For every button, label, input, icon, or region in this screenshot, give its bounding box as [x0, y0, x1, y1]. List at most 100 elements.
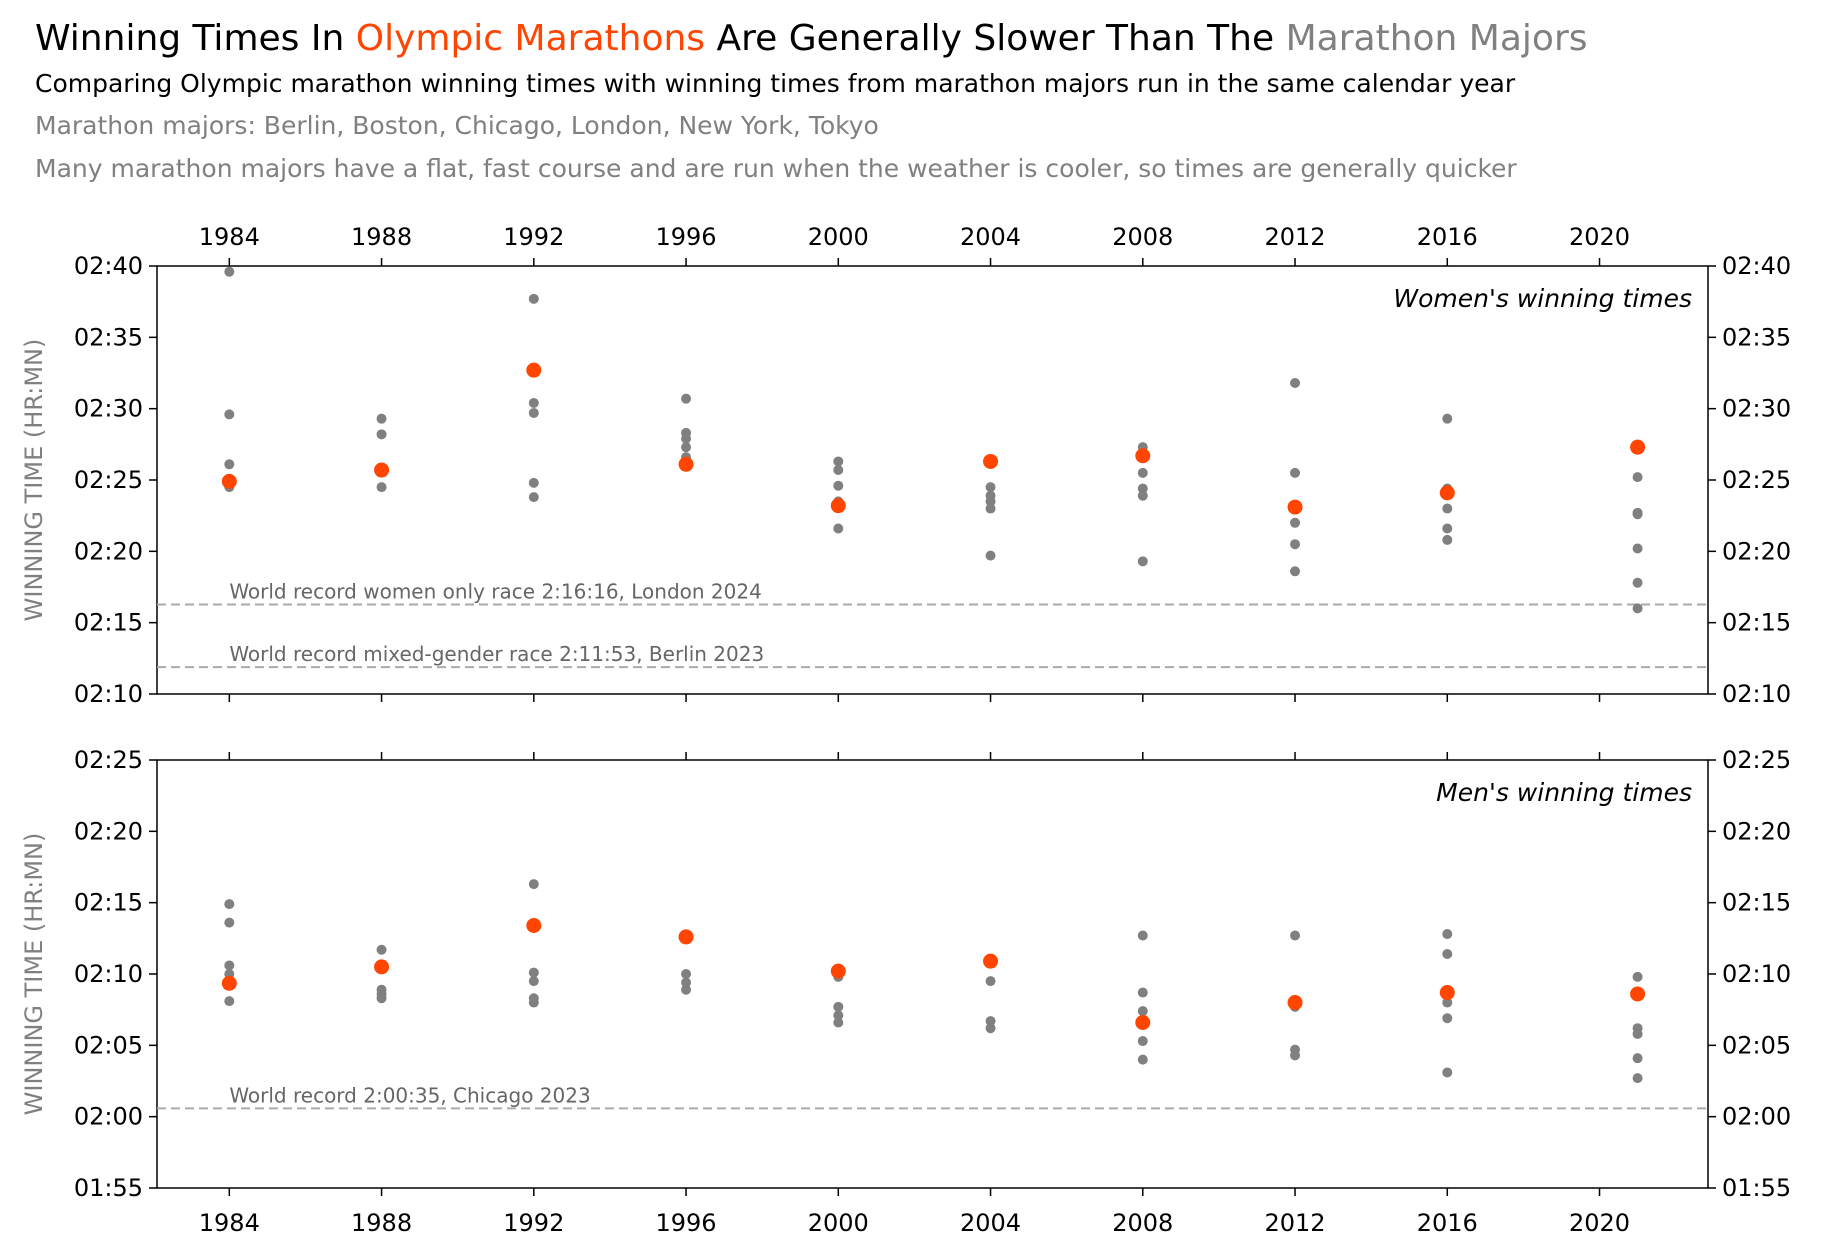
y-axis-label: WINNING TIME (HR:MN)	[20, 833, 48, 1116]
data-point	[1137, 987, 1148, 998]
y2-tick-label: 02:35	[1722, 323, 1791, 351]
x-tick-label: 2000	[808, 1209, 869, 1237]
y-tick-label: 02:10	[74, 680, 143, 708]
x-tick-label: 1988	[351, 223, 412, 251]
data-point	[528, 492, 539, 503]
data-point	[983, 453, 999, 469]
data-point	[221, 473, 237, 489]
data-point	[1439, 985, 1455, 1001]
x-tick-label: 1992	[503, 223, 564, 251]
subtitle: Comparing Olympic marathon winning times…	[35, 69, 1516, 98]
data-point	[376, 429, 387, 440]
x-tick-label: 1988	[351, 1209, 412, 1237]
data-point	[833, 1017, 844, 1028]
y2-tick-label: 01:55	[1722, 1174, 1791, 1202]
y-tick-label: 02:25	[74, 466, 143, 494]
data-point	[1290, 377, 1301, 388]
data-point	[224, 996, 235, 1007]
data-point	[985, 482, 996, 493]
data-point	[830, 498, 846, 514]
y-tick-label: 02:20	[74, 817, 143, 845]
data-point	[833, 1010, 844, 1021]
note: Many marathon majors have a flat, fast c…	[35, 154, 1517, 183]
y-tick-label: 02:20	[74, 537, 143, 565]
data-point	[1630, 986, 1646, 1002]
data-point	[528, 879, 539, 890]
y2-tick-label: 02:15	[1722, 609, 1791, 637]
data-point	[833, 465, 844, 476]
reference-label: World record women only race 2:16:16, Lo…	[229, 580, 762, 604]
data-point	[1137, 1006, 1148, 1017]
data-point	[374, 959, 390, 975]
data-point	[1632, 603, 1643, 614]
title-part: Winning Times In	[35, 18, 356, 59]
x-tick-label: 2020	[1569, 1209, 1630, 1237]
data-point	[526, 362, 542, 378]
data-point	[833, 456, 844, 467]
title-part: Are Generally Slower Than The	[705, 18, 1286, 59]
data-point	[1290, 467, 1301, 478]
data-point	[1137, 1054, 1148, 1065]
data-point	[1632, 1028, 1643, 1039]
data-point	[1630, 439, 1646, 455]
data-point	[528, 997, 539, 1008]
y2-tick-label: 02:25	[1722, 746, 1791, 774]
y-tick-label: 02:15	[74, 889, 143, 917]
x-tick-label: 1992	[503, 1209, 564, 1237]
data-point	[1137, 1036, 1148, 1047]
y-tick-label: 02:25	[74, 746, 143, 774]
x-tick-label: 2012	[1264, 1209, 1325, 1237]
data-point	[224, 266, 235, 277]
data-point	[1632, 543, 1643, 554]
data-point	[1442, 534, 1453, 545]
reference-label: World record 2:00:35, Chicago 2023	[229, 1083, 590, 1107]
data-point	[1137, 483, 1148, 494]
y2-tick-label: 02:30	[1722, 395, 1791, 423]
data-point	[374, 462, 390, 478]
data-point	[224, 917, 235, 928]
data-point	[1137, 556, 1148, 567]
data-point	[1290, 566, 1301, 577]
data-point	[526, 917, 542, 933]
data-point	[1442, 997, 1453, 1008]
data-point	[1442, 413, 1453, 424]
data-point	[1290, 1050, 1301, 1061]
data-point	[528, 477, 539, 488]
y2-tick-label: 02:25	[1722, 466, 1791, 494]
y2-tick-label: 02:00	[1722, 1103, 1791, 1131]
y2-tick-label: 02:05	[1722, 1031, 1791, 1059]
data-point	[528, 397, 539, 408]
data-point	[1632, 509, 1643, 520]
data-point	[528, 976, 539, 987]
chart-title: Winning Times In Olympic Marathons Are G…	[35, 18, 1588, 59]
data-point	[681, 977, 692, 988]
y-tick-label: 02:40	[74, 252, 143, 280]
data-point	[1287, 499, 1303, 515]
y2-tick-label: 02:20	[1722, 817, 1791, 845]
data-point	[681, 969, 692, 979]
data-point	[678, 456, 694, 472]
x-tick-label: 2020	[1569, 223, 1630, 251]
y-tick-label: 02:15	[74, 609, 143, 637]
data-point	[1135, 448, 1151, 464]
data-point	[983, 953, 999, 969]
x-tick-label: 2008	[1112, 1209, 1173, 1237]
data-point	[1632, 1073, 1643, 1084]
data-point	[528, 967, 539, 978]
y2-tick-label: 02:10	[1722, 680, 1791, 708]
y-tick-label: 01:55	[74, 1174, 143, 1202]
data-point	[376, 413, 387, 424]
x-tick-label: 2004	[960, 1209, 1021, 1237]
data-point	[1290, 517, 1301, 528]
x-tick-label: 1996	[656, 223, 717, 251]
y2-tick-label: 02:20	[1722, 537, 1791, 565]
data-point	[224, 409, 235, 420]
x-tick-label: 2016	[1417, 223, 1478, 251]
y-tick-label: 02:05	[74, 1031, 143, 1059]
data-point	[833, 1001, 844, 1012]
data-point	[681, 442, 692, 453]
data-point	[376, 993, 387, 1004]
x-tick-label: 1984	[199, 1209, 260, 1237]
data-point	[985, 550, 996, 561]
data-point	[833, 480, 844, 491]
